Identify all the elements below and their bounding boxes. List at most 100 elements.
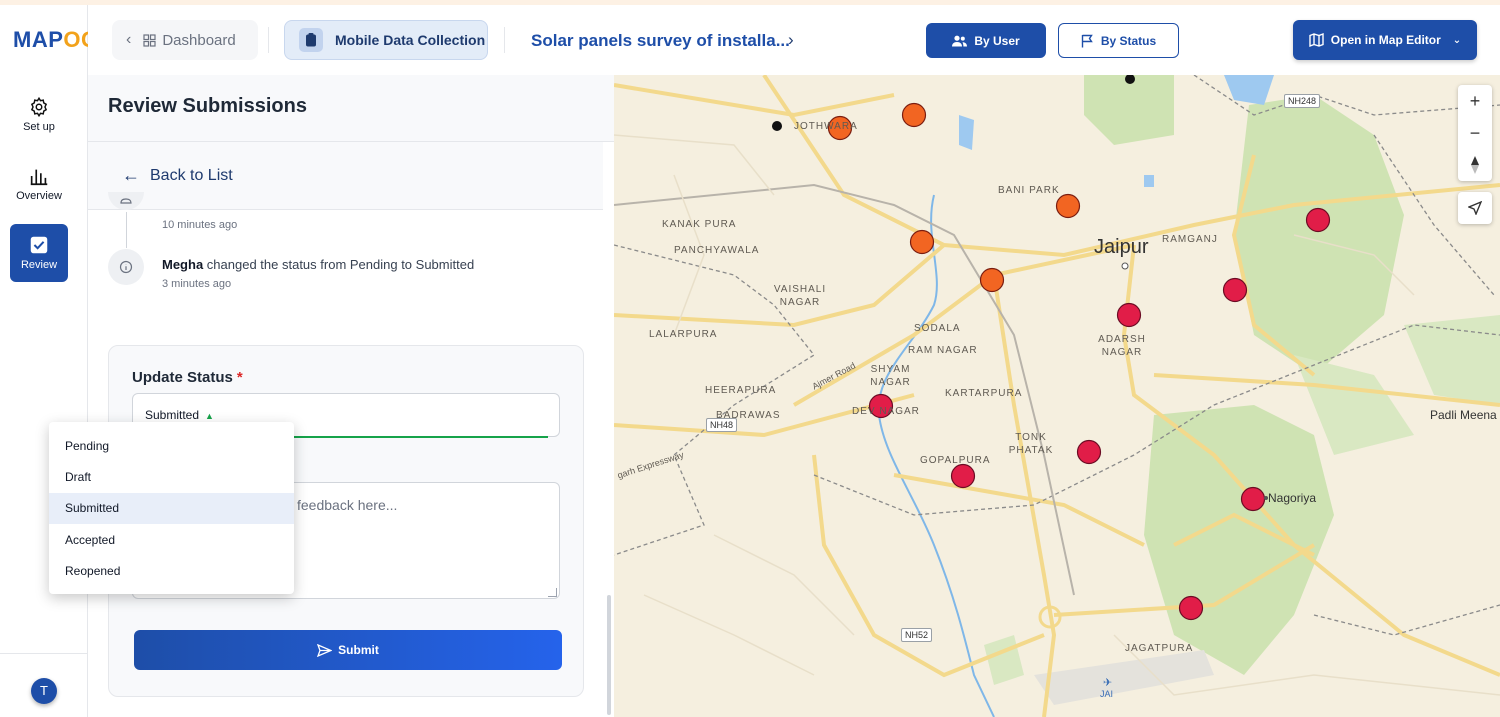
breadcrumb-mobile-data-collection[interactable]: Mobile Data Collection [284, 20, 488, 60]
zoom-out-button[interactable]: − [1469, 122, 1481, 143]
map-label: BANI PARK [998, 185, 1060, 196]
map-city-label: Jaipur [1094, 236, 1149, 258]
panel-scrollbar[interactable] [607, 595, 611, 715]
map-label: DEV NAGAR [852, 406, 920, 417]
breadcrumb-separator [504, 27, 505, 53]
users-icon [952, 35, 968, 46]
logo-text: MAP [13, 27, 64, 52]
gear-icon [30, 96, 48, 118]
by-user-button[interactable]: By User [926, 23, 1046, 58]
breadcrumb-label: Mobile Data Collection [335, 32, 486, 48]
submit-label: Submit [338, 643, 379, 657]
map-label: TONK PHATAK [1008, 432, 1054, 456]
timeline-time: 3 minutes ago [162, 278, 232, 290]
chevron-down-icon: ⌄ [1452, 34, 1462, 46]
status-option-draft[interactable]: Draft [65, 470, 92, 485]
map-locate-control [1458, 192, 1492, 224]
back-to-list-link[interactable]: ← Back to List [88, 142, 603, 210]
feedback-placeholder: feedback here... [297, 497, 398, 513]
map-zoom-controls: + − [1458, 85, 1492, 181]
map-label: BADRAWAS [716, 410, 781, 421]
bar-chart-icon [30, 169, 48, 186]
timeline-time: 10 minutes ago [162, 219, 238, 231]
highway-shield: NH248 [1284, 94, 1321, 108]
survey-title[interactable]: Solar panels survey of installa... [531, 31, 790, 50]
user-icon [108, 192, 144, 210]
timeline-line [126, 212, 127, 248]
send-icon [317, 643, 333, 657]
map-label: GOPALPURA [920, 455, 991, 466]
grid-icon [143, 33, 156, 47]
status-select-focus-line [132, 436, 548, 438]
map-label: PANCHYAWALA [674, 245, 760, 256]
airplane-icon: ✈ [1103, 677, 1113, 689]
status-option-accepted[interactable]: Accepted [65, 532, 116, 547]
compass-icon [1471, 156, 1479, 174]
status-option-submitted[interactable]: Submitted [49, 492, 294, 525]
chevron-right-icon[interactable]: › [788, 30, 794, 49]
map-label: RAMGANJ [1162, 234, 1218, 245]
highway-shield: NH48 [706, 418, 738, 432]
panel-header: Review Submissions [88, 75, 614, 142]
map-label: SODALA [914, 323, 961, 334]
flag-icon [1081, 34, 1093, 47]
caret-up-icon: ▲ [205, 411, 214, 421]
timeline-user: Megha [162, 257, 204, 272]
chevron-left-icon: ‹ [126, 31, 132, 48]
submit-button[interactable]: Submit [134, 630, 562, 670]
map-label: RAM NAGAR [908, 345, 978, 356]
back-label: Back to List [150, 166, 233, 184]
status-select-value: Submitted [145, 408, 200, 422]
left-rail: MAPOG Set up Overview Review T [0, 5, 98, 717]
map-airport-label: JAI [1100, 689, 1114, 699]
map-base [614, 75, 1500, 717]
breadcrumb-dashboard[interactable]: ‹ Dashboard [112, 20, 258, 60]
map-label: KANAK PURA [662, 219, 737, 230]
by-status-button[interactable]: By Status [1058, 23, 1179, 58]
map-place-label: Nagoriya [1268, 491, 1317, 505]
map-label: JOTHWARA [794, 121, 858, 132]
by-status-label: By Status [1100, 33, 1157, 48]
header: ‹ Dashboard Mobile Data Collection Solar… [88, 5, 1500, 75]
map-label: KARTARPURA [945, 388, 1023, 399]
map-icon [1309, 33, 1324, 47]
status-option-pending[interactable]: Pending [65, 438, 110, 453]
avatar[interactable]: T [31, 678, 57, 704]
map-label: ADARSH NAGAR [1098, 334, 1146, 358]
open-map-editor-button[interactable]: Open in Map Editor ⌄ [1293, 20, 1477, 60]
page-title: Review Submissions [108, 95, 307, 117]
map-label: SHYAM NAGAR [870, 364, 911, 388]
clipboard-icon [299, 28, 323, 52]
rail-item-setup[interactable]: Set up [10, 91, 68, 149]
top-strip [0, 0, 1500, 5]
status-dropdown-menu: Pending Draft Submitted Accepted Reopene… [49, 422, 294, 594]
map-label: JAGATPURA [1125, 643, 1194, 654]
open-map-editor-label: Open in Map Editor [1330, 33, 1441, 47]
update-status-label-text: Update Status [132, 369, 233, 386]
timeline-message: changed the status from Pending to Submi… [206, 257, 475, 272]
timeline-entry-text: Megha changed the status from Pending to… [162, 257, 474, 272]
compass-button[interactable] [1458, 149, 1492, 181]
map-label: HEERAPURA [705, 385, 777, 396]
rail-item-review[interactable]: Review [10, 224, 68, 282]
rail-item-label: Set up [23, 121, 55, 133]
navigation-icon [1468, 201, 1482, 215]
breadcrumb-label: Dashboard [162, 31, 236, 49]
by-user-label: By User [974, 33, 1020, 48]
map-view[interactable]: JOTHWARA BANI PARK KANAK PURA PANCHYAWAL… [614, 75, 1500, 717]
resize-handle-icon[interactable] [548, 588, 557, 597]
zoom-in-button[interactable]: + [1469, 90, 1481, 111]
breadcrumb-separator [268, 27, 269, 53]
logo[interactable]: MAPOG [13, 27, 99, 53]
checkbox-icon [30, 236, 48, 254]
update-status-label: Update Status * [132, 369, 243, 386]
info-icon [108, 249, 144, 285]
rail-item-label: Review [20, 259, 58, 271]
rail-item-label: Overview [16, 190, 62, 202]
required-marker: * [236, 369, 243, 386]
status-option-reopened[interactable]: Reopened [65, 564, 121, 579]
arrow-left-icon: ← [122, 165, 140, 185]
rail-item-overview[interactable]: Overview [10, 160, 68, 218]
locate-button[interactable] [1458, 192, 1492, 224]
map-label: LALARPURA [649, 329, 718, 340]
